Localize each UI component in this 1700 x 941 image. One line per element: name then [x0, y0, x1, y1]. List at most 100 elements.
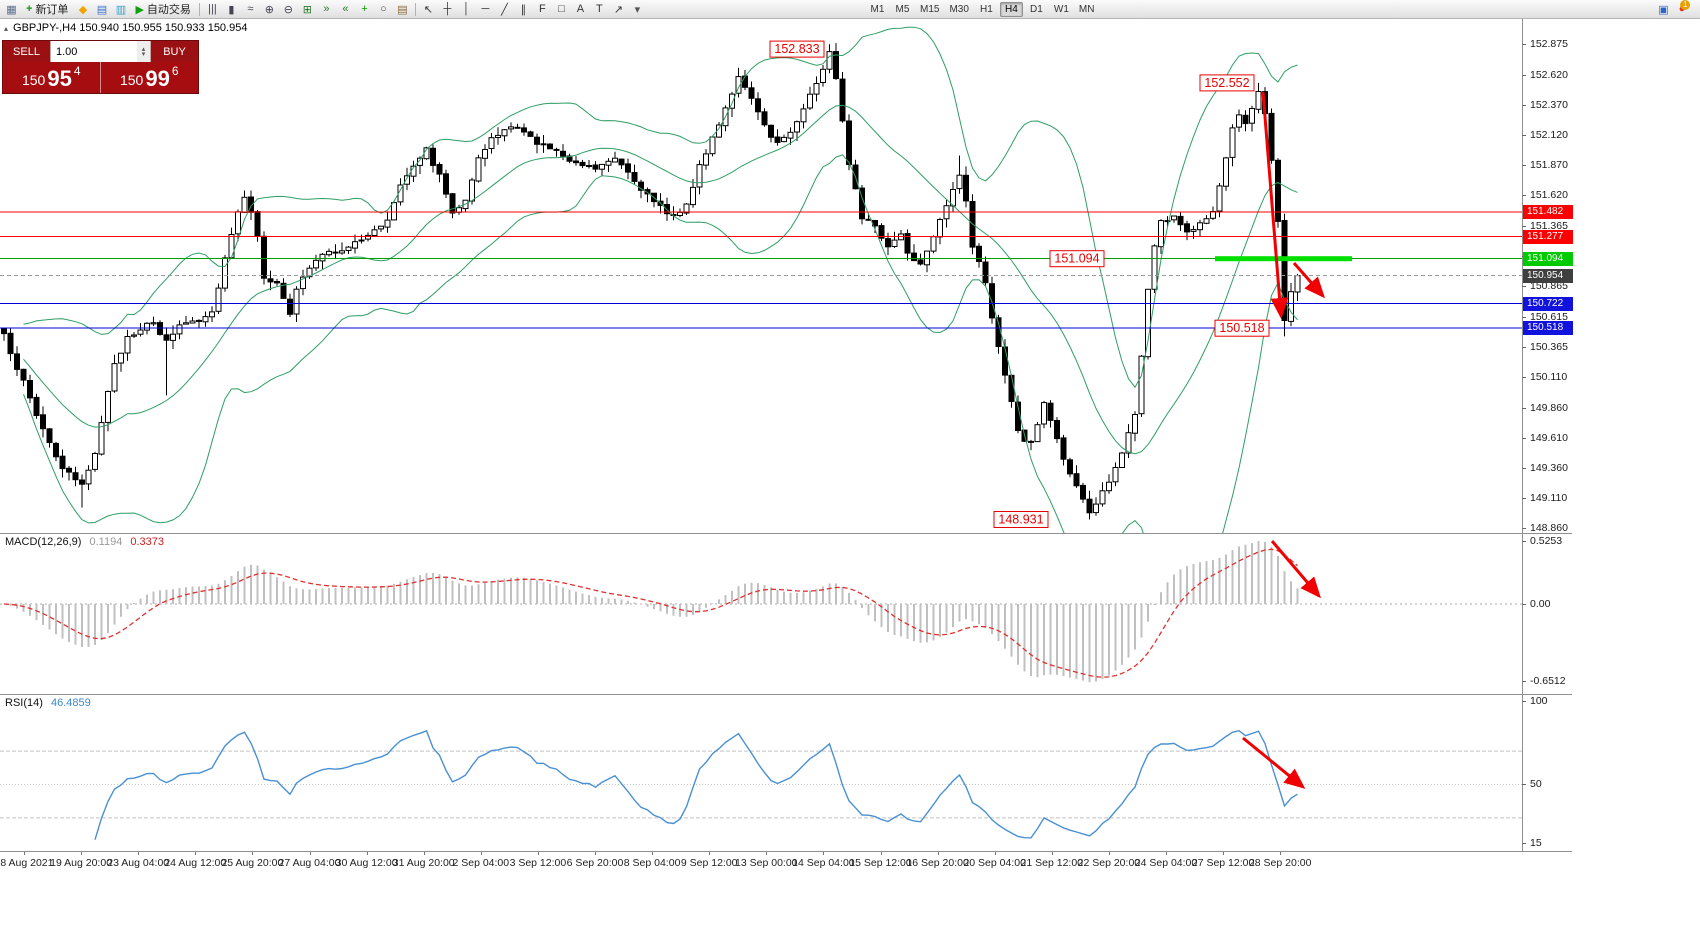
trend-arrow[interactable] — [1292, 262, 1325, 299]
bull-candle — [92, 453, 98, 470]
buy-button[interactable]: BUY — [151, 41, 198, 62]
timeframe-d1[interactable]: D1 — [1030, 4, 1043, 15]
bull-candle — [1294, 275, 1301, 293]
timeframe-m15[interactable]: M15 — [920, 4, 940, 15]
time-axis-label: 27 Aug 04:00 — [278, 857, 341, 869]
price-axis-tick — [1522, 316, 1526, 318]
trend-arrow[interactable] — [1261, 91, 1289, 319]
price-callout-150.518[interactable]: 150.518 — [1214, 319, 1270, 337]
sell-button[interactable]: SELL — [3, 41, 50, 62]
bear-candle — [1184, 223, 1190, 233]
price-axis-border — [1522, 18, 1523, 851]
price-callout-151.094[interactable]: 151.094 — [1049, 250, 1105, 268]
time-axis-tick — [652, 852, 654, 855]
bear-candle — [436, 164, 443, 175]
green-zone-segment[interactable] — [1215, 256, 1352, 262]
timeframe-m5[interactable]: M5 — [895, 4, 910, 15]
community-icon[interactable]: ▣ — [1658, 3, 1669, 16]
bull-candle — [326, 250, 332, 256]
templates-icon[interactable]: ▤ — [397, 3, 408, 16]
periods-icon[interactable]: ○ — [380, 3, 387, 15]
channel-icon[interactable]: ∥ — [520, 3, 527, 16]
bull-candle — [1190, 229, 1197, 232]
volume-input[interactable] — [51, 41, 137, 62]
spinner-up-icon[interactable]: ▴ — [141, 45, 146, 53]
time-axis-label: 15 Sep 12:00 — [849, 857, 912, 869]
horizontal-line-icon[interactable]: ─ — [481, 3, 490, 15]
bull-candle — [690, 186, 696, 206]
timeframe-m30[interactable]: M30 — [949, 4, 969, 15]
spinner-down-icon[interactable]: ▾ — [141, 50, 146, 58]
timeframe-m1[interactable]: M1 — [870, 4, 885, 15]
label-icon[interactable]: T — [596, 3, 603, 15]
new-order-button[interactable]: + 新订单 — [21, 0, 73, 18]
navigator-icon[interactable]: ▥ — [115, 3, 127, 16]
price-callout-152.552[interactable]: 152.552 — [1199, 74, 1255, 92]
arrows-tool-icon[interactable]: ↗ — [613, 3, 624, 16]
time-axis-tick — [24, 852, 25, 855]
sell-price[interactable]: 150 95 4 — [3, 62, 101, 93]
chart-shift-icon[interactable]: « — [342, 3, 349, 15]
market-watch-icon[interactable]: ▤ — [96, 3, 108, 16]
fibonacci-icon[interactable]: F — [539, 3, 546, 15]
price-callout-148.931[interactable]: 148.931 — [993, 511, 1049, 528]
autotrade-button[interactable]: ▶ 自动交易 — [130, 0, 195, 18]
zoom-in-icon[interactable]: ⊕ — [264, 3, 275, 16]
bear-candle — [592, 164, 599, 170]
bull-candle — [482, 149, 488, 159]
bull-candle — [1041, 402, 1047, 425]
line-chart-icon[interactable]: ≈ — [247, 3, 254, 15]
bar-chart-icon[interactable]: ||| — [208, 3, 217, 15]
price-axis-label: 151.365 — [1530, 220, 1568, 232]
chart-window-icon[interactable]: ▦ — [6, 3, 17, 16]
rsi-panel[interactable] — [0, 694, 1522, 851]
bull-candle — [729, 93, 735, 109]
notifications-icon[interactable]: ●1 — [1675, 0, 1694, 18]
price-callout-152.833[interactable]: 152.833 — [769, 40, 825, 58]
crosshair-icon[interactable]: ┼ — [443, 3, 452, 15]
tile-windows-icon[interactable]: ⊞ — [302, 3, 313, 16]
cursor-icon[interactable]: ↖ — [423, 3, 434, 16]
sell-price-whole: 150 — [21, 72, 46, 88]
macd-axis-label: 0.00 — [1530, 598, 1551, 610]
volume-spinner[interactable]: ▴ ▾ — [137, 41, 150, 62]
text-icon[interactable]: A — [576, 3, 585, 15]
timeframe-h4[interactable]: H4 — [999, 2, 1023, 17]
timeframe-h1[interactable]: H1 — [980, 4, 993, 15]
rsi-trend-arrow[interactable] — [1242, 736, 1306, 789]
macd-name: MACD(12,26,9) — [5, 536, 82, 548]
time-axis-tick — [709, 852, 711, 855]
indicators-icon[interactable]: + — [361, 3, 368, 15]
auto-scroll-icon[interactable]: » — [323, 3, 330, 15]
bull-candle — [137, 329, 144, 335]
price-axis[interactable]: 152.875 152.620 152.370 152.120 151.870 151.6… — [1522, 0, 1700, 871]
time-axis-tick — [1051, 852, 1053, 855]
rsi-name: RSI(14) — [5, 697, 43, 709]
timeframe-w1[interactable]: W1 — [1053, 4, 1069, 15]
bear-candle — [1, 328, 7, 335]
bear-candle — [631, 172, 638, 182]
trendline-icon[interactable]: ╱ — [501, 3, 508, 16]
time-axis-label: 21 Sep 12:00 — [1020, 857, 1084, 869]
panel-separator[interactable] — [0, 694, 1572, 695]
tool-dropdown-icon[interactable]: ▾ — [634, 3, 641, 16]
volume-field[interactable]: ▴ ▾ — [50, 41, 151, 62]
price-tag-151.094: 151.094 — [1523, 251, 1573, 266]
profile-icon[interactable]: ◆ — [78, 3, 88, 16]
macd-trend-arrow[interactable] — [1270, 540, 1321, 599]
vertical-line-icon[interactable]: │ — [462, 3, 470, 15]
time-axis-tick — [366, 852, 368, 855]
main-chart-canvas[interactable]: 152.833 152.552 151.094 150.518 148.931 — [0, 18, 1522, 533]
time-axis[interactable]: 18 Aug 2021 19 Aug 20:00 23 Aug 04:00 24 Au… — [0, 851, 1572, 871]
buy-price[interactable]: 150 99 6 — [101, 62, 199, 93]
candlestick-chart-icon[interactable]: ▮ — [228, 3, 235, 16]
macd-panel[interactable] — [0, 533, 1522, 694]
panel-separator[interactable] — [0, 533, 1572, 534]
timeframe-mn[interactable]: MN — [1078, 4, 1095, 15]
bear-candle — [20, 368, 27, 381]
bull-candle — [228, 234, 235, 259]
zoom-out-icon[interactable]: ⊖ — [283, 3, 294, 16]
bear-candle — [1086, 498, 1093, 514]
bull-candle — [131, 334, 137, 337]
shapes-icon[interactable]: □ — [558, 3, 565, 15]
